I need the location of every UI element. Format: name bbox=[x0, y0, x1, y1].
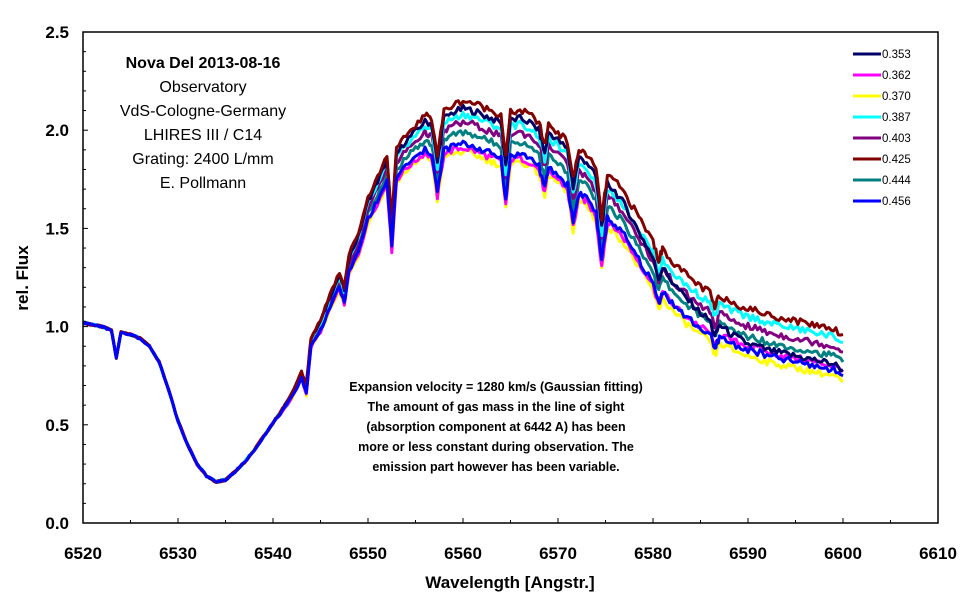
info-line: E. Pollmann bbox=[160, 175, 246, 192]
legend-label: 0.456 bbox=[882, 196, 911, 208]
legend-item: 0.425 bbox=[853, 154, 911, 166]
x-tick-label: 6590 bbox=[729, 544, 767, 563]
info-box: Nova Del 2013-08-16 Observatory VdS-Colo… bbox=[120, 55, 286, 192]
x-tick-label: 6540 bbox=[254, 544, 292, 563]
info-title: Nova Del 2013-08-16 bbox=[126, 55, 281, 72]
legend-label: 0.425 bbox=[882, 154, 911, 166]
legend: 0.353 0.362 0.370 0.387 0.403 0.425 0.444 0.456 bbox=[853, 49, 911, 208]
legend-item: 0.353 bbox=[853, 49, 911, 61]
legend-item: 0.403 bbox=[853, 133, 911, 145]
legend-item: 0.456 bbox=[853, 196, 911, 208]
annotation-line: (absorption component at 6442 A) has bee… bbox=[366, 420, 625, 434]
legend-label: 0.362 bbox=[882, 70, 911, 82]
legend-item: 0.362 bbox=[853, 70, 911, 82]
info-line: Observatory bbox=[159, 79, 246, 96]
legend-label: 0.403 bbox=[882, 133, 911, 145]
legend-item: 0.444 bbox=[853, 175, 911, 187]
y-tick-label: 1.5 bbox=[45, 219, 69, 238]
legend-label: 0.387 bbox=[882, 112, 911, 124]
info-line: LHIRES III / C14 bbox=[144, 127, 262, 144]
y-tick-label: 1.0 bbox=[45, 318, 69, 337]
series-line-0.456 bbox=[82, 139, 844, 484]
x-axis: 6520 6530 6540 6550 6560 6570 6580 6590 6600 6610 bbox=[64, 518, 957, 563]
annotation-note: Expansion velocity = 1280 km/s (Gaussian… bbox=[349, 380, 643, 474]
x-tick-label: 6550 bbox=[349, 544, 387, 563]
x-tick-label: 6610 bbox=[919, 544, 957, 563]
x-tick-label: 6600 bbox=[824, 544, 862, 563]
x-tick-label: 6530 bbox=[159, 544, 197, 563]
annotation-line: Expansion velocity = 1280 km/s (Gaussian… bbox=[349, 380, 643, 394]
x-tick-label: 6580 bbox=[634, 544, 672, 563]
x-tick-label: 6570 bbox=[539, 544, 577, 563]
y-tick-label: 2.5 bbox=[45, 23, 69, 42]
info-line: Grating: 2400 L/mm bbox=[132, 151, 273, 168]
info-line: VdS-Cologne-Germany bbox=[120, 103, 286, 120]
x-axis-title: Wavelength [Angstr.] bbox=[425, 573, 594, 592]
y-axis: 0.0 0.5 1.0 1.5 2.0 2.5 bbox=[45, 23, 88, 533]
y-tick-label: 0.5 bbox=[45, 416, 69, 435]
x-tick-label: 6560 bbox=[444, 544, 482, 563]
annotation-line: The amount of gas mass in the line of si… bbox=[368, 400, 626, 414]
legend-item: 0.387 bbox=[853, 112, 911, 124]
annotation-line: more or less constant during observation… bbox=[358, 440, 634, 454]
y-axis-title: rel. Flux bbox=[13, 245, 32, 311]
y-tick-label: 0.0 bbox=[45, 514, 69, 533]
legend-item: 0.370 bbox=[853, 91, 911, 103]
plot-area bbox=[82, 99, 845, 484]
legend-label: 0.353 bbox=[882, 49, 911, 61]
y-tick-label: 2.0 bbox=[45, 121, 69, 140]
legend-label: 0.444 bbox=[882, 175, 911, 187]
annotation-line: emission part however has been variable. bbox=[372, 460, 619, 474]
legend-label: 0.370 bbox=[882, 91, 911, 103]
x-tick-label: 6520 bbox=[64, 544, 102, 563]
